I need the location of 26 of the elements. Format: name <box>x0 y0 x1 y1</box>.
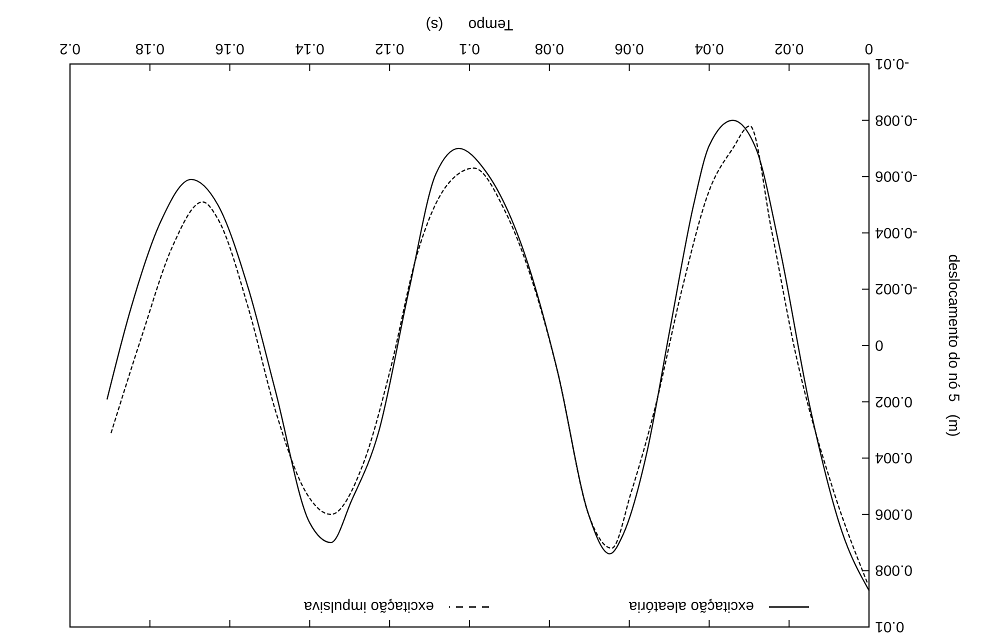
x-tick-label: 0.18 <box>135 40 164 57</box>
y-tick-label: 0.004 <box>875 449 913 466</box>
x-tick-label: 0.2 <box>60 40 80 57</box>
y-tick-label: 0.008 <box>875 562 913 579</box>
y-tick-label: 0 <box>875 336 884 354</box>
y-tick-label: -0.004 <box>875 224 918 241</box>
x-tick-label: 0.04 <box>694 40 724 57</box>
y-tick-label: 0.002 <box>875 392 913 410</box>
y-tick-label: -0.002 <box>875 280 918 298</box>
x-tick-label: 0 <box>864 40 874 57</box>
legend-label: excitação aleatória <box>628 598 754 615</box>
x-tick-label: 0.12 <box>375 40 404 57</box>
x-axis-title: Tempo (s) <box>426 16 514 33</box>
x-tick-label: 0.02 <box>774 40 804 57</box>
y-tick-label: 0.01 <box>875 618 904 635</box>
x-tick-label: 0.14 <box>295 40 324 57</box>
x-tick-label: 0.1 <box>459 40 480 57</box>
y-tick-label: -0.006 <box>875 168 918 185</box>
y-axis-title: deslocamento do nó 5 (m) <box>945 254 962 437</box>
y-tick-label: -0.01 <box>875 55 910 72</box>
x-tick-label: 0.16 <box>215 40 244 57</box>
x-tick-label: 0.08 <box>534 40 564 57</box>
legend-label: excitação impulsiva <box>303 598 434 615</box>
y-tick-label: 0.006 <box>875 505 913 522</box>
x-tick-label: 0.06 <box>614 40 644 57</box>
y-tick-label: -0.008 <box>875 111 918 128</box>
